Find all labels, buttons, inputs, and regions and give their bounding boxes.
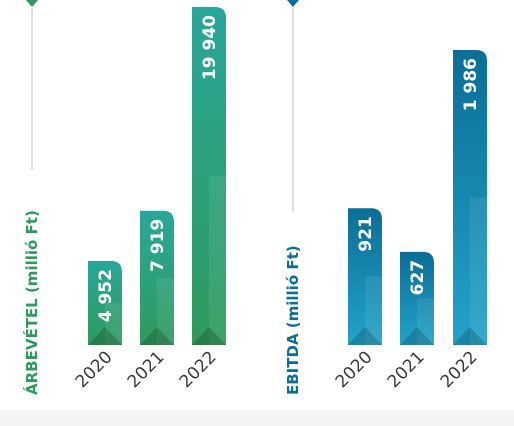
revenue-bars: 4 952 2020 7 919 2021 19 940 2022 [72, 7, 226, 392]
ebitda-bar-base-mark-2022 [453, 327, 487, 345]
revenue-value-label: 19 940 [200, 15, 220, 80]
ebitda-value-label: 627 [408, 260, 428, 296]
ebitda-chart: EBITDA (millió Ft) 921 2020 627 2021 1 986 20… [284, 0, 487, 395]
ebitda-bar-base-mark-2021 [400, 327, 434, 345]
ebitda-value-label: 1 986 [461, 58, 481, 111]
revenue-bar-base-mark-2022 [192, 327, 226, 345]
revenue-bar-2021 [140, 210, 174, 345]
revenue-value-label: 4 952 [96, 269, 116, 322]
ebitda-bar-base-mark-2020 [348, 327, 382, 345]
revenue-y-axis-label: ÁRBEVÉTEL (millió Ft) [22, 210, 41, 395]
ebitda-bar-sheen-2022 [470, 197, 487, 345]
ebitda-axis-marker [287, 0, 299, 7]
revenue-bar-base-mark-2021 [140, 327, 174, 345]
revenue-bar-sheen-2020 [105, 303, 122, 345]
ebitda-tick-label: 2021 [384, 347, 429, 392]
revenue-chart: ÁRBEVÉTEL (millió Ft) 4 952 2020 7 919 2021… [22, 0, 226, 395]
ebitda-bar-sheen-2020 [365, 276, 382, 345]
ebitda-bars: 921 2020 627 2021 1 986 2022 [332, 50, 487, 392]
ebitda-value-label: 921 [356, 216, 376, 252]
revenue-bar-2022 [192, 7, 226, 345]
revenue-tick-label: 2021 [124, 347, 169, 392]
ebitda-bar-2021 [400, 251, 434, 345]
ebitda-tick-label: 2020 [332, 347, 377, 392]
ebitda-tick-label: 2022 [437, 347, 482, 392]
ebitda-y-axis-label: EBITDA (millió Ft) [284, 245, 302, 395]
ebitda-bar-sheen-2021 [417, 298, 434, 345]
revenue-tick-label: 2022 [176, 347, 221, 392]
bottom-band [0, 410, 514, 426]
revenue-bar-2020 [88, 261, 122, 345]
ebitda-bar-2020 [348, 208, 382, 345]
revenue-value-label: 7 919 [148, 219, 168, 272]
revenue-axis-marker [26, 0, 38, 7]
ebitda-bar-2022 [453, 50, 487, 345]
revenue-bar-sheen-2021 [157, 277, 174, 345]
revenue-bar-sheen-2022 [209, 176, 226, 345]
revenue-tick-label: 2020 [72, 347, 117, 392]
revenue-bar-base-mark-2020 [88, 327, 122, 345]
